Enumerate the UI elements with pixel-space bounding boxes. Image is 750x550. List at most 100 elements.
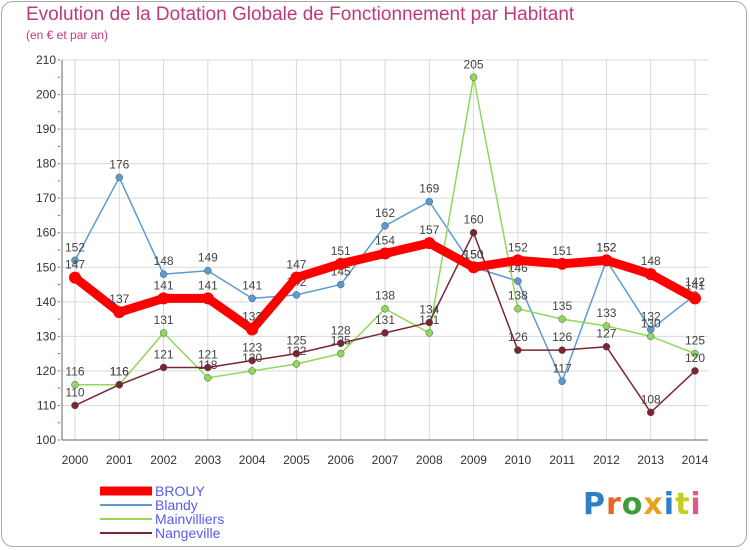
data-label-nangeville: 128 [331, 323, 351, 337]
data-point-nangeville [514, 346, 522, 354]
data-point-mainvilliers [646, 332, 655, 341]
data-point-blandy [558, 377, 566, 386]
y-tick-label: 130 [36, 329, 56, 343]
data-label-brouy: 151 [552, 244, 572, 258]
legend-label-mainvilliers: Mainvilliers [155, 511, 224, 527]
data-label-blandy: 141 [242, 278, 262, 292]
data-point-mainvilliers [514, 304, 522, 313]
data-label-nangeville: 131 [375, 313, 395, 327]
x-tick-label: 2002 [150, 453, 177, 467]
logo-letter: x [643, 487, 664, 522]
data-label-brouy: 147 [286, 258, 306, 272]
y-tick-label: 210 [36, 53, 56, 67]
data-point-nangeville [292, 349, 301, 358]
data-label-brouy: 152 [596, 240, 616, 254]
data-label-mainvilliers: 133 [596, 306, 616, 320]
data-label-nangeville: 160 [464, 213, 484, 227]
y-tick-label: 120 [36, 364, 56, 378]
legend-label-blandy: Blandy [155, 497, 198, 513]
data-label-nangeville: 127 [596, 327, 616, 341]
data-point-blandy [292, 291, 301, 299]
x-tick-label: 2014 [682, 453, 709, 467]
data-label-mainvilliers: 116 [110, 365, 129, 379]
data-label-blandy: 152 [596, 240, 616, 254]
data-label-nangeville: 134 [419, 303, 439, 317]
data-label-nangeville: 120 [685, 351, 705, 365]
data-label-mainvilliers: 135 [552, 299, 572, 313]
data-point-nangeville [159, 363, 168, 372]
legend-label-nangeville: Nangeville [155, 525, 221, 541]
data-label-nangeville: 126 [552, 330, 572, 344]
y-tick-label: 190 [36, 122, 56, 136]
data-point-mainvilliers [336, 349, 345, 358]
data-point-nangeville [71, 401, 79, 410]
x-tick-label: 2009 [460, 453, 487, 467]
data-point-brouy [467, 261, 480, 274]
data-label-blandy: 117 [553, 361, 572, 375]
data-label-brouy: 154 [375, 233, 395, 247]
data-point-blandy [71, 256, 79, 265]
data-point-mainvilliers [204, 374, 212, 382]
data-point-brouy [511, 254, 524, 267]
y-tick-label: 100 [36, 433, 56, 447]
data-label-mainvilliers: 138 [375, 289, 395, 303]
x-tick-label: 2000 [62, 453, 89, 467]
data-point-blandy [425, 197, 434, 206]
data-point-nangeville [602, 342, 611, 351]
data-point-brouy [246, 323, 259, 336]
data-point-nangeville [646, 408, 655, 417]
data-label-brouy: 147 [65, 258, 85, 272]
x-tick-label: 2011 [549, 453, 575, 467]
y-tick-label: 170 [36, 191, 56, 205]
legend-label-brouy: BROUY [155, 483, 205, 499]
data-point-mainvilliers [71, 380, 79, 389]
x-tick-label: 2004 [239, 453, 266, 467]
x-tick-label: 2006 [327, 453, 354, 467]
data-label-blandy: 149 [198, 251, 218, 265]
data-label-blandy: 150 [464, 247, 484, 261]
logo-letter: r [606, 487, 622, 522]
data-label-brouy: 151 [331, 244, 351, 258]
data-label-blandy: 176 [109, 157, 129, 171]
data-point-brouy [600, 254, 613, 267]
data-point-brouy [556, 257, 569, 270]
data-point-mainvilliers [159, 329, 168, 337]
data-point-blandy [514, 277, 522, 285]
x-tick-label: 2003 [195, 453, 222, 467]
data-label-nangeville: 108 [641, 392, 661, 406]
data-point-brouy [290, 271, 303, 284]
data-label-blandy: 162 [375, 206, 395, 220]
data-label-mainvilliers: 205 [464, 57, 484, 71]
data-point-brouy [201, 292, 214, 305]
data-point-blandy [336, 280, 345, 289]
data-label-blandy: 142 [685, 275, 705, 289]
data-label-blandy: 132 [641, 309, 661, 323]
data-point-nangeville [469, 228, 478, 237]
x-tick-label: 2005 [283, 453, 310, 467]
chart-subtitle: (en € et par an) [26, 28, 109, 42]
data-label-brouy: 150 [464, 247, 484, 261]
data-point-mainvilliers [381, 304, 389, 313]
data-point-nangeville [204, 363, 212, 372]
data-point-brouy [379, 247, 391, 260]
data-label-blandy: 152 [65, 240, 85, 254]
y-tick-label: 180 [36, 157, 56, 171]
data-label-blandy: 169 [419, 182, 439, 196]
data-label-brouy: 141 [154, 278, 174, 292]
x-tick-label: 2008 [416, 453, 443, 467]
data-point-mainvilliers [425, 329, 434, 337]
data-point-mainvilliers [691, 349, 699, 358]
y-tick-label: 200 [36, 88, 56, 102]
data-label-brouy: 148 [641, 254, 661, 268]
logo-letter: o [621, 487, 644, 522]
data-label-mainvilliers: 131 [154, 313, 174, 327]
logo-letter: i [663, 487, 676, 522]
y-tick-label: 110 [37, 398, 56, 412]
data-point-brouy [157, 292, 170, 305]
data-point-nangeville [115, 380, 124, 389]
data-point-blandy [204, 266, 212, 275]
data-point-nangeville [336, 339, 345, 348]
data-point-brouy [113, 306, 126, 319]
data-point-blandy [159, 270, 168, 278]
x-tick-label: 2013 [637, 453, 664, 467]
